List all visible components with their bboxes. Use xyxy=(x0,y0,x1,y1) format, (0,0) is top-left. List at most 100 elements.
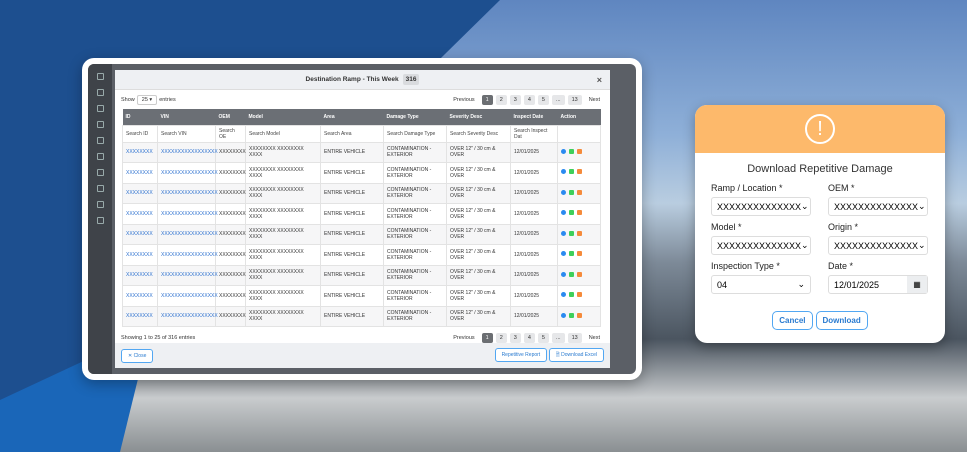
vin-link[interactable]: XXXXXXXXXXXXXXXXX xyxy=(157,141,218,163)
download-icon[interactable] xyxy=(569,292,574,298)
report-icon[interactable] xyxy=(577,189,582,195)
page-button[interactable]: Next xyxy=(588,335,600,341)
view-icon[interactable] xyxy=(561,189,566,195)
column-header[interactable]: VIN xyxy=(157,109,216,125)
download-icon[interactable] xyxy=(569,312,574,318)
vin-link[interactable]: XXXXXXXXXXXXXXXXX xyxy=(157,162,218,184)
vin-link[interactable]: XXXXXXXXXXXXXXXXX xyxy=(157,244,218,266)
select-field[interactable]: XXXXXXXXXXXXXX ⌄ xyxy=(711,197,811,216)
page-button[interactable]: 4 xyxy=(523,95,535,105)
search-input[interactable]: Search Model xyxy=(245,124,321,143)
calendar-icon[interactable]: ▦ xyxy=(907,276,927,293)
select-field[interactable]: 04 ⌄ xyxy=(711,275,811,294)
page-button[interactable]: 13 xyxy=(567,95,582,105)
column-header[interactable]: OEM xyxy=(215,109,246,125)
view-icon[interactable] xyxy=(561,251,566,257)
report-icon[interactable] xyxy=(577,251,582,257)
download-excel-button[interactable]: 🗎 Download Excel xyxy=(548,347,604,362)
download-icon[interactable] xyxy=(569,271,574,277)
column-header[interactable]: Model xyxy=(245,109,321,125)
report-icon[interactable] xyxy=(577,271,582,277)
report-icon[interactable] xyxy=(577,230,582,236)
page-button[interactable]: 3 xyxy=(509,95,521,105)
search-input[interactable]: Search Damage Type xyxy=(383,124,447,143)
entries-select[interactable]: 25 ▾ xyxy=(136,95,158,105)
model-cell: XXXXXXXX XXXXXXXX XXXX xyxy=(245,223,321,245)
download-icon[interactable] xyxy=(569,210,574,216)
download-icon[interactable] xyxy=(569,230,574,236)
column-header[interactable]: Severity Desc xyxy=(446,109,511,125)
show-label: Show xyxy=(121,97,135,103)
download-icon[interactable] xyxy=(569,189,574,195)
id-link[interactable]: XXXXXXXX xyxy=(122,305,158,327)
page-button[interactable]: 4 xyxy=(523,333,535,343)
view-icon[interactable] xyxy=(561,230,566,236)
search-input[interactable]: Search ID xyxy=(122,124,158,143)
column-header[interactable]: Action xyxy=(557,109,601,125)
report-icon[interactable] xyxy=(577,148,582,154)
page-button[interactable]: 2 xyxy=(495,95,507,105)
repetitive-report-button[interactable]: Repetitive Report xyxy=(494,347,548,362)
id-link[interactable]: XXXXXXXX xyxy=(122,285,158,307)
page-button[interactable]: 2 xyxy=(495,333,507,343)
view-icon[interactable] xyxy=(561,148,566,154)
page-button[interactable]: Previous xyxy=(453,97,475,103)
column-header[interactable]: Damage Type xyxy=(383,109,447,125)
column-header[interactable]: ID xyxy=(122,109,158,125)
download-icon[interactable] xyxy=(569,251,574,257)
page-button[interactable]: ... xyxy=(551,95,565,105)
select-field[interactable]: XXXXXXXXXXXXXX ⌄ xyxy=(711,236,811,255)
oem-cell: XXXXXXXX xyxy=(215,305,246,327)
cancel-button[interactable]: Cancel xyxy=(772,311,813,330)
page-button[interactable]: Next xyxy=(588,97,600,103)
page-button[interactable]: ... xyxy=(551,333,565,343)
id-link[interactable]: XXXXXXXX xyxy=(122,141,158,163)
id-link[interactable]: XXXXXXXX xyxy=(122,244,158,266)
page-button[interactable]: 13 xyxy=(567,333,582,343)
column-header[interactable]: Inspect Date xyxy=(510,109,558,125)
page-button[interactable]: 1 xyxy=(481,333,493,343)
damage-cell: CONTAMINATION - EXTERIOR xyxy=(383,264,447,286)
vin-link[interactable]: XXXXXXXXXXXXXXXXX xyxy=(157,203,218,225)
close-button[interactable]: ✕ Close xyxy=(121,348,154,363)
search-input[interactable]: Search Area xyxy=(320,124,384,143)
page-button[interactable]: 1 xyxy=(481,95,493,105)
id-link[interactable]: XXXXXXXX xyxy=(122,264,158,286)
report-icon[interactable] xyxy=(577,292,582,298)
view-icon[interactable] xyxy=(561,169,566,175)
report-icon[interactable] xyxy=(577,312,582,318)
search-input[interactable] xyxy=(557,124,601,143)
download-button[interactable]: Download xyxy=(815,311,868,330)
vin-link[interactable]: XXXXXXXXXXXXXXXXX xyxy=(157,285,218,307)
search-input[interactable]: Search Severity Desc xyxy=(446,124,511,143)
id-link[interactable]: XXXXXXXX xyxy=(122,162,158,184)
vin-link[interactable]: XXXXXXXXXXXXXXXXX xyxy=(157,223,218,245)
select-field[interactable]: XXXXXXXXXXXXXX ⌄ xyxy=(828,236,928,255)
vin-link[interactable]: XXXXXXXXXXXXXXXXX xyxy=(157,305,218,327)
search-input[interactable]: Search OE xyxy=(215,124,246,143)
id-link[interactable]: XXXXXXXX xyxy=(122,182,158,204)
view-icon[interactable] xyxy=(561,292,566,298)
page-button[interactable]: 5 xyxy=(537,95,549,105)
date-input[interactable]: 12/01/2025 ▦ xyxy=(828,275,928,294)
view-icon[interactable] xyxy=(561,271,566,277)
column-header[interactable]: Area xyxy=(320,109,384,125)
search-input[interactable]: Search Inspect Dat xyxy=(510,124,558,143)
select-field[interactable]: XXXXXXXXXXXXXX ⌄ xyxy=(828,197,928,216)
page-button[interactable]: 3 xyxy=(509,333,521,343)
close-icon[interactable]: × xyxy=(596,75,602,85)
report-icon[interactable] xyxy=(577,169,582,175)
id-link[interactable]: XXXXXXXX xyxy=(122,203,158,225)
vin-link[interactable]: XXXXXXXXXXXXXXXXX xyxy=(157,182,218,204)
report-icon[interactable] xyxy=(577,210,582,216)
download-icon[interactable] xyxy=(569,148,574,154)
page-button[interactable]: 5 xyxy=(537,333,549,343)
view-icon[interactable] xyxy=(561,210,566,216)
search-input[interactable]: Search VIN xyxy=(157,124,216,143)
vin-link[interactable]: XXXXXXXXXXXXXXXXX xyxy=(157,264,218,286)
view-icon[interactable] xyxy=(561,312,566,318)
download-icon[interactable] xyxy=(569,169,574,175)
id-link[interactable]: XXXXXXXX xyxy=(122,223,158,245)
page-button[interactable]: Previous xyxy=(453,335,475,341)
damage-cell: CONTAMINATION - EXTERIOR xyxy=(383,244,447,266)
